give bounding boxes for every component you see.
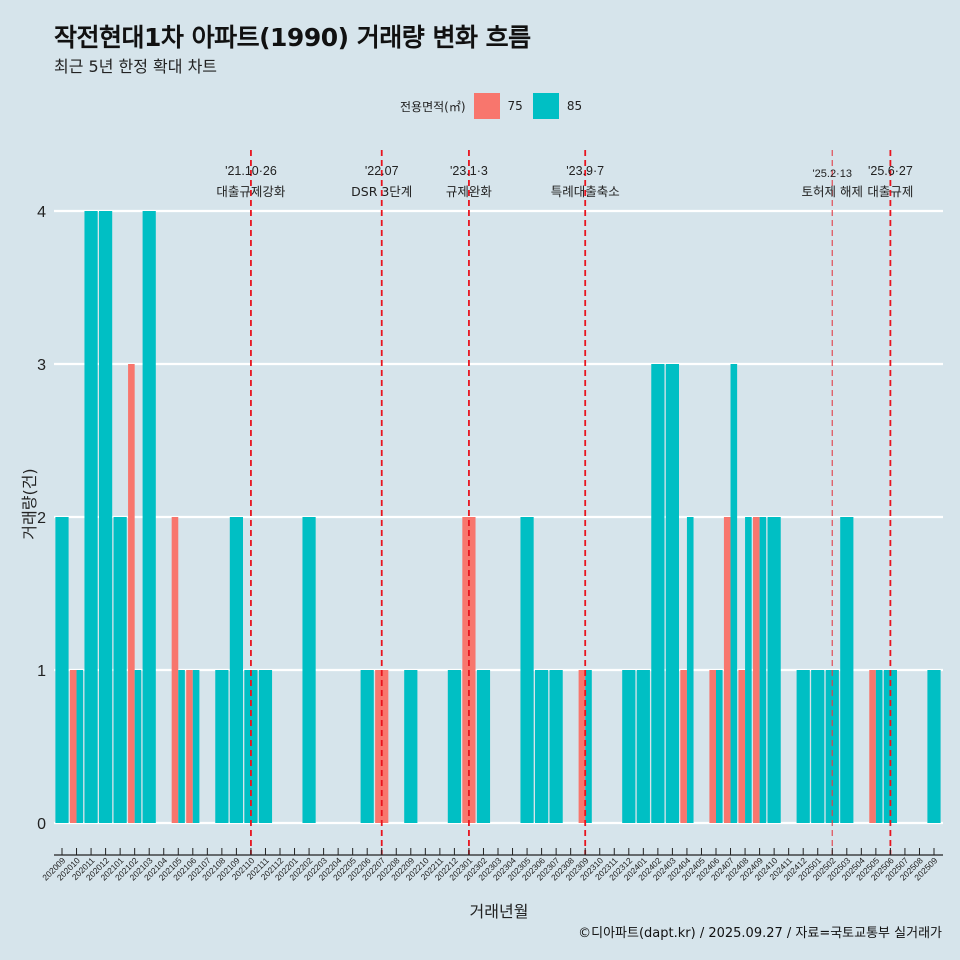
bar-85-202109 (229, 517, 243, 823)
bar-85-202202 (302, 517, 316, 823)
legend-swatch-75 (473, 93, 500, 119)
bar-85-202404 (686, 517, 694, 823)
event-date-label: '23.1·3 (450, 164, 488, 178)
chart-subtitle: 최근 5년 한정 확대 차트 (54, 57, 218, 76)
bar-75-202406 (709, 670, 716, 823)
y-tick-label: 1 (37, 663, 46, 680)
event-date-label: '25.2·13 (813, 168, 852, 180)
x-axis: 2020092020102020112020122021012021022021… (40, 848, 943, 882)
bar-85-202103 (142, 211, 156, 823)
bar-75-202407 (723, 517, 731, 823)
bar-75-202010 (69, 670, 77, 823)
legend-title: 전용면적(㎡) (400, 99, 466, 114)
bar-85-202206 (360, 670, 374, 823)
event-date-label: '23.9·7 (566, 164, 604, 178)
event-date-label: '25.6·27 (868, 164, 913, 178)
legend-label-75: 75 (507, 99, 523, 113)
bar-85-202401 (636, 670, 650, 823)
bar-85-202412 (796, 670, 810, 823)
gridlines (54, 209, 943, 825)
bar-85-202105 (178, 670, 185, 823)
event-name-label: 규제완화 (446, 184, 493, 199)
bar-85-202302 (476, 670, 491, 823)
bar-75-202309 (578, 670, 586, 823)
bar-85-202503 (840, 517, 854, 823)
bar-85-202309 (585, 670, 592, 823)
bar-75-202102 (128, 364, 135, 823)
bar-85-202011 (84, 211, 98, 823)
bar-85-202212 (447, 670, 461, 823)
event-name-label: DSR 3단계 (351, 184, 412, 199)
bar-75-202408 (738, 670, 746, 823)
bar-85-202509 (927, 670, 941, 823)
bar-85-202409 (759, 517, 767, 823)
bar-85-202403 (665, 364, 679, 823)
y-tick-label: 4 (37, 204, 46, 221)
legend: 전용면적(㎡) 75 85 (400, 93, 592, 119)
legend-swatch-85 (532, 93, 559, 119)
event-name-label: 대출규제강화 (216, 184, 286, 199)
bar-85-202502 (825, 670, 839, 823)
bar-85-202101 (113, 517, 127, 823)
bar-75-202105 (171, 517, 179, 823)
bar-85-202209 (404, 670, 418, 823)
event-name-label: 특례대출축소 (551, 184, 620, 199)
y-tick-label: 3 (37, 357, 46, 374)
y-tick-labels: 0 1 2 3 4 (37, 204, 46, 833)
x-axis-title: 거래년월 (469, 902, 529, 921)
bar-85-202407 (730, 364, 738, 823)
bar-85-202408 (745, 517, 752, 823)
event-date-label: '22.07 (365, 164, 399, 178)
bar-85-202111 (258, 670, 273, 823)
bar-85-202406 (716, 670, 723, 823)
bar-85-202505 (875, 670, 883, 823)
bar-75-202207 (375, 670, 389, 823)
bar-85-202012 (99, 211, 113, 823)
bar-85-202108 (215, 670, 229, 823)
source-caption: ©디아파트(dapt.kr) / 2025.09.27 / 자료=국토교통부 실… (578, 926, 942, 941)
bar-85-202306 (535, 670, 549, 823)
bar-85-202307 (549, 670, 563, 823)
bar-85-202305 (520, 517, 534, 823)
y-tick-label: 2 (37, 510, 46, 527)
bar-85-202410 (767, 517, 781, 823)
bar-85-202402 (651, 364, 665, 823)
bar-75-202409 (753, 517, 760, 823)
bar-85-202009 (55, 517, 69, 823)
event-date-label: '21.10·26 (225, 164, 277, 178)
bar-85-202102 (134, 670, 142, 823)
bar-85-202110 (244, 670, 258, 823)
bar-75-202505 (869, 670, 876, 823)
event-lines: '21.10·26 대출규제강화 '22.07 DSR 3단계 '23.1·3 규제완화 '… (216, 150, 913, 855)
bar-85-202106 (192, 670, 200, 823)
bar-85-202010 (76, 670, 84, 823)
bar-85-202312 (622, 670, 636, 823)
event-name-label: 대출규제 (867, 184, 913, 199)
bar-75-202106 (186, 670, 193, 823)
chart-title: 작전현대1차 아파트(1990) 거래량 변화 흐름 (54, 23, 531, 52)
y-axis-title: 거래량(건) (20, 468, 39, 540)
bar-85-202506 (883, 670, 897, 823)
bar-75-202404 (680, 670, 687, 823)
bars (55, 211, 941, 823)
event-name-label: 토허제 해제 (802, 184, 863, 199)
y-tick-label: 0 (37, 816, 46, 833)
legend-label-85: 85 (566, 99, 583, 113)
bar-85-202501 (811, 670, 825, 823)
